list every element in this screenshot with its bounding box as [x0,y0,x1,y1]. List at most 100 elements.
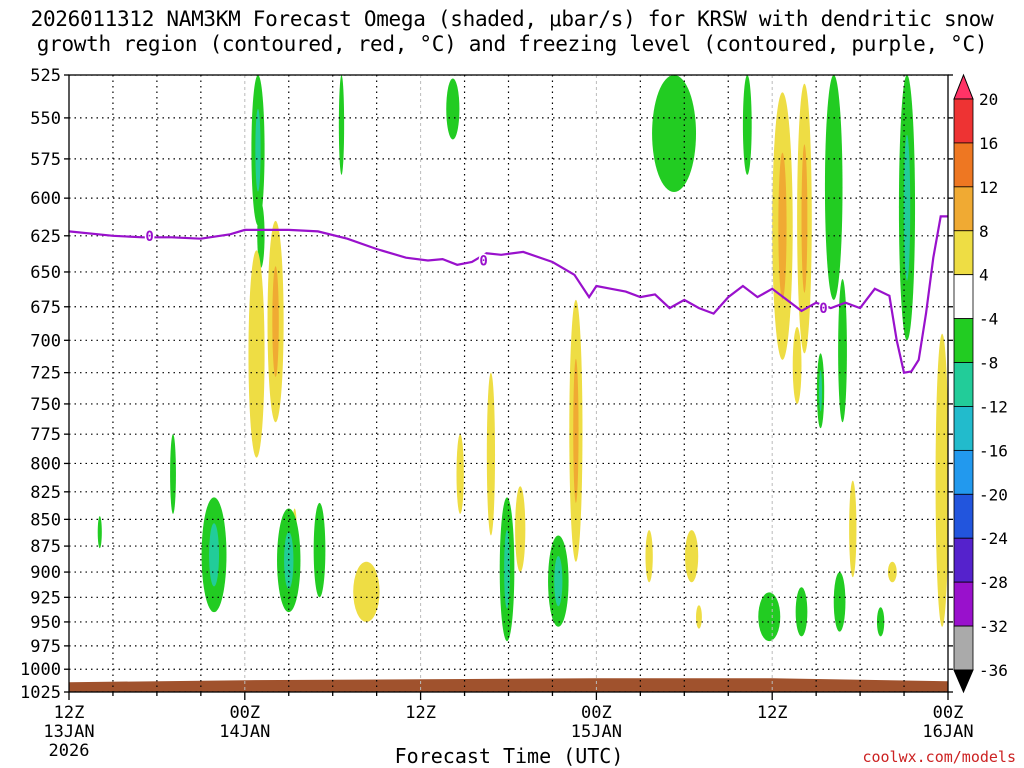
colorbar-label: 8 [979,222,989,241]
freezing-level-contour-label: 0 [479,254,487,270]
omega-region [515,486,526,573]
omega-core [903,134,911,281]
y-tick-label: 775 [30,425,61,445]
x-tick-label: 00Z [933,703,964,723]
colorbar-bin [953,537,974,583]
colorbar-label: 20 [979,90,998,109]
colorbar-bin [953,449,974,495]
x-tick-label: 12Z [54,703,85,723]
omega-region [446,78,460,140]
omega-region [887,561,897,583]
colorbar-label: -16 [979,441,1008,460]
y-tick-label: 950 [30,613,61,633]
omega-core [819,370,823,412]
colorbar-label: -24 [979,529,1008,548]
x-tick-label: 16JAN [922,722,973,742]
omega-region [685,530,699,583]
omega-region [935,333,948,627]
colorbar-label: -28 [979,573,1008,592]
colorbar-label: -20 [979,485,1008,504]
omega-region [652,75,697,192]
colorbar-bin [953,406,974,451]
y-tick-label: 1000 [20,660,61,680]
colorbar-top-arrow [953,73,974,100]
colorbar-label: -8 [979,354,998,373]
y-tick-label: 675 [30,298,61,318]
colorbar-label: -12 [979,398,1008,417]
site-credit: coolwx.com/models [862,748,1016,766]
y-tick-label: 825 [30,483,61,503]
colorbar-label: 12 [979,178,998,197]
omega-region [248,250,265,458]
omega-core [272,266,279,377]
y-tick-label: 875 [30,537,61,557]
colorbar-bin [953,230,974,276]
colorbar-bin [953,581,974,627]
omega-region [849,480,857,578]
omega-core [801,144,808,293]
colorbar-label: 16 [979,134,998,153]
omega-region [645,530,653,583]
omega-region [795,587,808,637]
x-tick-label: 00Z [229,703,260,723]
y-tick-label: 975 [30,637,61,657]
ground-surface [69,678,948,692]
y-tick-label: 575 [30,150,61,170]
axes: 525 550 575 600 625 650 675 700 725 750 775 800 825 8… [20,66,974,761]
x-tick-label: 14JAN [219,722,270,742]
colorbar-label: 4 [979,266,989,285]
omega-region [758,592,781,642]
omega-region [833,572,846,632]
x-tick-label: 12Z [405,703,436,723]
chart-title-line-2: growth region (contoured, red, °C) and f… [36,32,988,56]
colorbar-label: -32 [979,617,1008,636]
omega-core [255,108,261,192]
omega-region [338,75,345,175]
y-tick-label: 650 [30,263,61,283]
x-tick-label: 2026 [49,741,90,761]
omega-region [313,502,326,598]
omega-region [824,75,843,300]
y-tick-label: 700 [30,331,61,351]
y-tick-label: 550 [30,109,61,129]
y-tick-label: 925 [30,588,61,608]
y-tick-label: 1025 [20,683,61,703]
omega-region [742,75,752,175]
x-axis-label: Forecast Time (UTC) [394,744,624,768]
omega-region [696,605,702,629]
omega-core [554,556,563,607]
colorbar-label: -36 [979,661,1008,680]
colorbar-bin [953,318,974,363]
y-tick-label: 600 [30,189,61,209]
freezing-level-contour-label: 0 [145,229,153,245]
freezing-level-contour-label: 0 [819,301,827,317]
y-tick-label: 725 [30,364,61,384]
chart-title-line-1: 2026011312 NAM3KM Forecast Omega (shaded… [30,7,994,31]
omega-core [504,529,510,609]
colorbar: 20 16 12 8 4 -4 -8 -12 -16 -20 -24 -28 -32 -36 [953,73,1008,694]
omega-core [778,152,787,300]
colorbar-bin [953,493,974,539]
omega-region [97,516,102,549]
colorbar-bin [953,98,974,144]
plot-contents: 0 0 0 [69,75,948,692]
y-tick-label: 525 [30,66,61,86]
y-tick-label: 800 [30,454,61,474]
x-tick-label: 00Z [581,703,612,723]
colorbar-bin [953,186,974,232]
x-tick-label: 13JAN [43,722,94,742]
omega-region [838,279,847,423]
y-tick-label: 850 [30,510,61,530]
colorbar-bin [953,142,974,188]
omega-region [876,607,885,637]
omega-region [792,327,802,404]
colorbar-label: -4 [979,310,998,329]
omega-region [353,561,380,622]
omega-core [573,358,579,503]
omega-region [257,202,265,268]
y-tick-label: 900 [30,563,61,583]
colorbar-bottom-arrow [953,669,974,694]
y-tick-label: 625 [30,227,61,247]
omega-region [170,434,176,514]
